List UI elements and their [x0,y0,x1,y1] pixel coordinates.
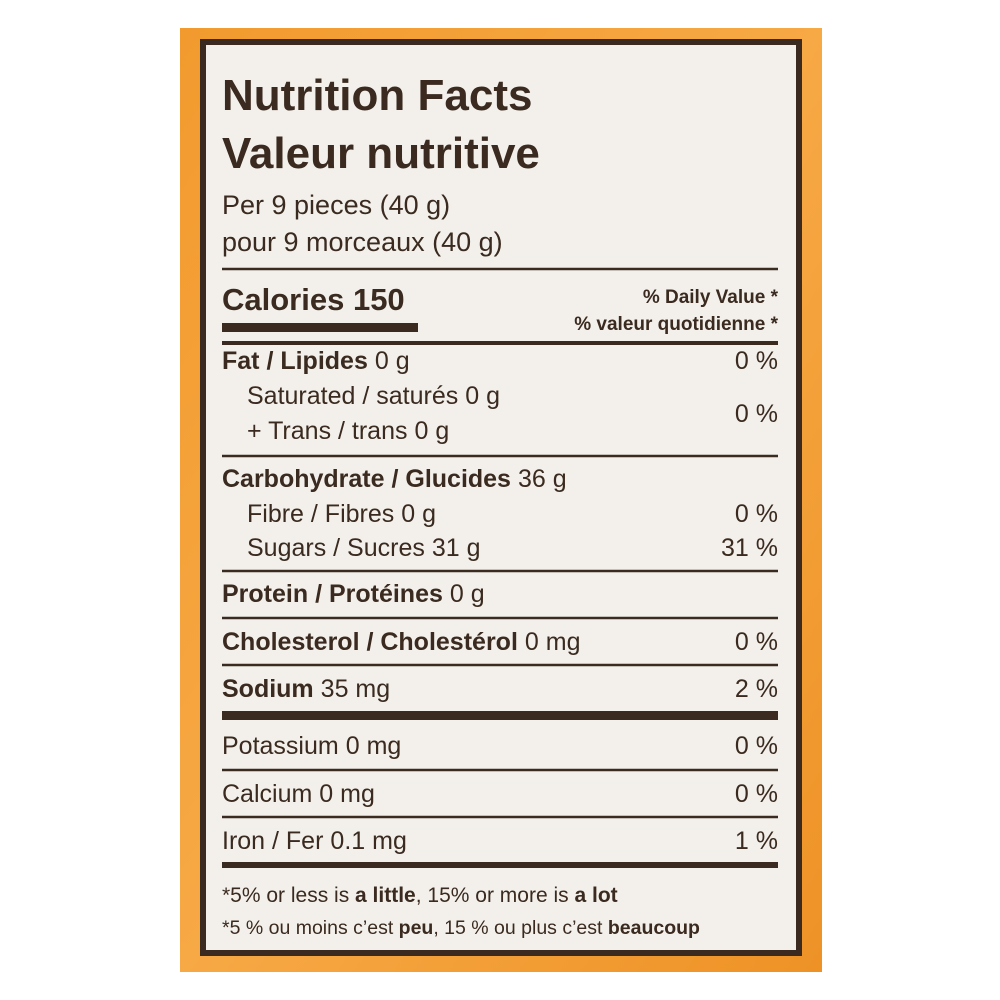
amount: 0 mg [525,628,581,656]
name: Calcium [222,780,312,808]
panel [200,39,802,956]
serving: pour 9 morceaux (40 g) [222,227,503,257]
name: + Trans / trans [247,417,408,445]
amount: 36 g [518,465,567,493]
name: Fat / Lipides [222,347,368,375]
thick-rule [222,711,778,720]
nutrients: Fat / Lipides 0 g 0 % Saturated / saturés… [222,347,778,855]
dv-header: % Daily Value * [643,287,779,308]
name: Iron / Fer [222,827,323,855]
nutrient: Fat / Lipides 0 g [222,347,410,375]
dv: 0 % [735,732,778,760]
amount: 0 g [375,347,410,375]
amount: 0 g [401,500,436,528]
nutrient: Sugars / Sucres 31 g [247,534,481,562]
name: Fibre / Fibres [247,500,394,528]
calories: Calories 150 [222,282,405,317]
amount: 35 mg [321,675,390,703]
dv: 1 % [735,827,778,855]
dv: 0 % [735,400,778,428]
footnote-bold: a little [355,884,416,907]
name: Carbohydrate / Glucides [222,465,511,493]
nutrient: Calcium 0 mg [222,780,375,808]
dv: 31 % [721,534,778,562]
name: Sodium [222,675,314,703]
amount: 0 g [450,580,485,608]
nutrient: Cholesterol / Cholestérol 0 mg [222,628,580,656]
footnote-bold: peu [399,917,434,939]
footnote: *5 % ou moins c’est peu, 15 % ou plus c’… [222,917,700,939]
footnote-text: *5 % ou moins c’est [222,917,399,939]
footnote-bold: beaucoup [608,917,700,939]
footnote-text: , 15 % ou plus c’est [433,917,608,939]
name: Protein / Protéines [222,580,443,608]
nutrient: + Trans / trans 0 g [247,417,449,445]
dv: 0 % [735,780,778,808]
amount: 0.1 mg [330,827,406,855]
nutrient: Iron / Fer 0.1 mg [222,827,407,855]
amount: 0 g [465,382,500,410]
amount: 0 mg [319,780,375,808]
amount: 0 mg [346,732,402,760]
title: Nutrition Facts [222,71,532,120]
name: Potassium [222,732,339,760]
dv: 0 % [735,500,778,528]
dv: 0 % [735,628,778,656]
footnote: *5% or less is a little, 15% or more is … [222,884,618,907]
footnote-text: , 15% or more is [416,884,575,907]
nutrient: Saturated / saturés 0 g [247,382,500,410]
serving: Per 9 pieces (40 g) [222,190,450,220]
nutrient: Protein / Protéines 0 g [222,580,485,608]
title: Valeur nutritive [222,129,540,178]
dv-header: % valeur quotidienne * [574,314,778,335]
dv: 0 % [735,347,778,375]
nutrient: Carbohydrate / Glucides 36 g [222,465,567,493]
thick-rule [222,862,778,868]
nutrient: Fibre / Fibres 0 g [247,500,436,528]
footnote-text: *5% or less is [222,884,355,907]
nutrient: Sodium 35 mg [222,675,390,703]
dv: 2 % [735,675,778,703]
calories-bar [222,323,418,332]
name: Cholesterol / Cholestérol [222,628,518,656]
name: Sugars / Sucres [247,534,425,562]
nutrient: Potassium 0 mg [222,732,401,760]
amount: 31 g [432,534,481,562]
amount: 0 g [415,417,450,445]
footnote-bold: a lot [574,884,617,907]
name: Saturated / saturés [247,382,458,410]
